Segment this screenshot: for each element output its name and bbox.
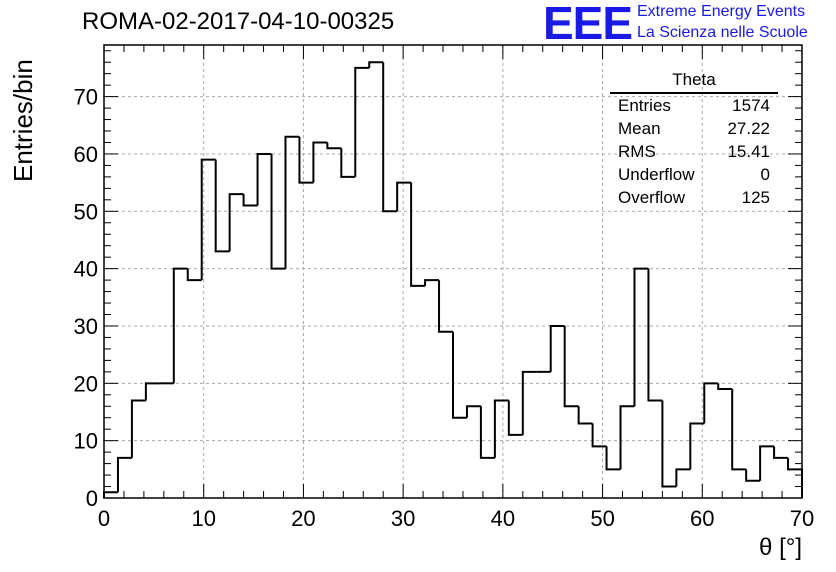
histogram-bin-8 [214,159,230,253]
histogram-bin-7 [200,158,216,281]
histogram-bin-48 [773,446,789,459]
histogram-bin-30 [521,370,537,435]
stat-value: 27.22 [727,119,770,138]
histogram-bin-29 [507,400,523,436]
stat-row-rms: RMS 15.41 [610,140,778,163]
histogram-bin-39 [647,268,663,402]
histogram-bin-5 [172,267,188,384]
x-tick-label-1: 10 [191,506,215,531]
histogram-bin-42 [689,422,705,470]
histogram-bin-36 [605,446,621,471]
stat-row-mean: Mean 27.22 [610,117,778,140]
histogram-bin-0 [103,491,118,498]
histogram-bin-9 [228,193,244,252]
histogram-bin-24 [438,280,453,333]
stat-label: Entries [618,96,671,115]
histogram-bin-10 [242,194,258,207]
stat-value: 1574 [732,96,770,115]
histogram-bin-33 [563,325,579,408]
histogram-bin-2 [130,399,146,458]
y-tick-label-1: 10 [74,429,98,454]
x-tick-label-7: 70 [790,506,814,531]
histogram-bars [103,61,803,498]
histogram-bin-25 [452,331,467,419]
y-axis-label: Entries/bin [8,59,38,182]
histogram-bin-3 [144,382,160,401]
stat-value: 15.41 [727,142,770,161]
histogram-bin-6 [186,268,202,282]
histogram-bin-20 [382,62,398,213]
run-title: ROMA-02-2017-04-10-00325 [82,8,395,35]
axis-ticks [103,45,803,499]
stats-box: Theta Entries 1574 Mean 27.22 RMS 15.41 … [610,70,778,209]
y-tick-labels: 0 10 20 30 40 50 60 70 [74,85,98,511]
stat-row-overflow: Overflow 125 [610,186,778,209]
x-tick-label-5: 50 [590,506,614,531]
histogram-bin-23 [424,279,440,286]
stat-label: Overflow [618,188,686,207]
histogram-bin-28 [493,399,509,458]
stat-label: Mean [618,119,661,138]
histogram-bin-32 [549,324,565,372]
x-tick-label-0: 0 [98,506,110,531]
y-tick-label-0: 0 [86,486,98,511]
y-tick-label-6: 60 [74,142,98,167]
stats-title: Theta [610,70,778,94]
plot-frame [103,44,803,499]
histogram-bin-15 [312,141,328,183]
histogram-bin-21 [396,181,412,212]
x-axis-label: θ [°] [759,534,802,561]
histogram-bin-37 [619,405,635,470]
histogram-bin-17 [340,148,356,178]
histogram-bin-40 [661,400,677,488]
stat-row-underflow: Underflow 0 [610,163,778,186]
histogram-bin-46 [745,469,761,482]
stat-label: Underflow [618,165,695,184]
histogram-bin-14 [298,136,314,184]
y-tick-label-7: 70 [74,85,98,110]
histogram-bin-19 [368,61,384,68]
histogram-bin-22 [410,182,426,287]
histogram-bin-27 [479,406,495,459]
y-tick-label-5: 50 [74,199,98,224]
x-tick-label-6: 60 [690,506,714,531]
histogram-bin-43 [703,382,719,424]
x-tick-label-4: 40 [491,506,515,531]
x-tick-labels: 0 10 20 30 40 50 60 70 [98,506,814,531]
y-tick-label-3: 30 [74,314,98,339]
histogram-bin-1 [116,456,132,493]
y-tick-label-4: 40 [74,257,98,282]
histogram-bin-11 [256,152,272,206]
histogram-bin-47 [759,445,775,481]
histogram-bin-35 [591,423,607,448]
x-tick-label-3: 30 [391,506,415,531]
stat-value: 0 [760,165,770,184]
stat-value: 125 [741,188,770,207]
y-tick-label-2: 20 [74,371,98,396]
histogram-bin-34 [577,406,593,425]
histogram-bin-26 [465,405,481,418]
org-name-line2: La Scienza nelle Scuole [637,24,808,41]
histogram-bin-45 [731,389,747,471]
histogram-bin-44 [717,383,733,391]
eee-logo: EEE [543,0,633,49]
org-name-line1: Extreme Energy Events [637,3,806,20]
histogram-bin-18 [354,66,370,177]
histogram-bin-13 [284,135,300,269]
histogram-bin-16 [326,142,342,150]
x-tick-label-2: 20 [291,506,315,531]
histogram-bin-38 [633,267,649,407]
stat-row-entries: Entries 1574 [610,94,778,117]
histogram-bin-12 [270,153,286,270]
histogram-bin-41 [675,468,691,487]
stat-label: RMS [618,142,656,161]
